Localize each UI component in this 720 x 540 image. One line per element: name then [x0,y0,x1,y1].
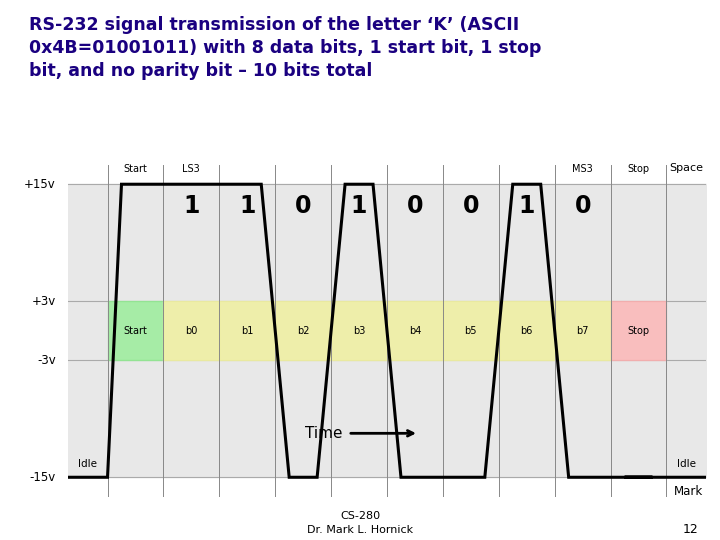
Text: b1: b1 [241,326,253,336]
Text: 0: 0 [575,194,591,218]
Text: Stop: Stop [627,326,649,336]
Text: 1: 1 [239,194,256,218]
Text: Idle: Idle [677,460,696,469]
Text: b2: b2 [297,326,310,336]
Text: 1: 1 [183,194,199,218]
Text: -15v: -15v [30,471,55,484]
Text: b7: b7 [577,326,589,336]
Text: OE: OE [633,91,678,118]
Text: 1: 1 [351,194,367,218]
Text: 1: 1 [518,194,535,218]
Text: +3v: +3v [32,295,55,308]
Text: -3v: -3v [37,354,55,367]
Text: 0: 0 [462,194,479,218]
Text: b6: b6 [521,326,533,336]
Text: b0: b0 [185,326,197,336]
Text: +15v: +15v [24,178,55,191]
Text: LS3: LS3 [182,165,200,174]
Text: 12: 12 [683,523,698,536]
Text: Start: Start [124,326,148,336]
Text: Stop: Stop [627,165,649,174]
Text: MS: MS [630,36,681,63]
Text: Idle: Idle [78,460,97,469]
Text: Time: Time [305,426,343,441]
Text: b4: b4 [409,326,421,336]
Text: 0: 0 [407,194,423,218]
Text: Start: Start [124,165,148,174]
Text: MS3: MS3 [572,165,593,174]
Text: Space: Space [669,163,703,172]
Text: Dr. Mark L. Hornick: Dr. Mark L. Hornick [307,525,413,535]
Text: RS-232 signal transmission of the letter ‘K’ (ASCII
0x4B=01001011) with 8 data b: RS-232 signal transmission of the letter… [29,16,541,80]
Text: b5: b5 [464,326,477,336]
Text: 0: 0 [295,194,312,218]
Text: Mark: Mark [673,485,703,498]
Text: CS-280: CS-280 [340,511,380,521]
Text: b3: b3 [353,326,365,336]
